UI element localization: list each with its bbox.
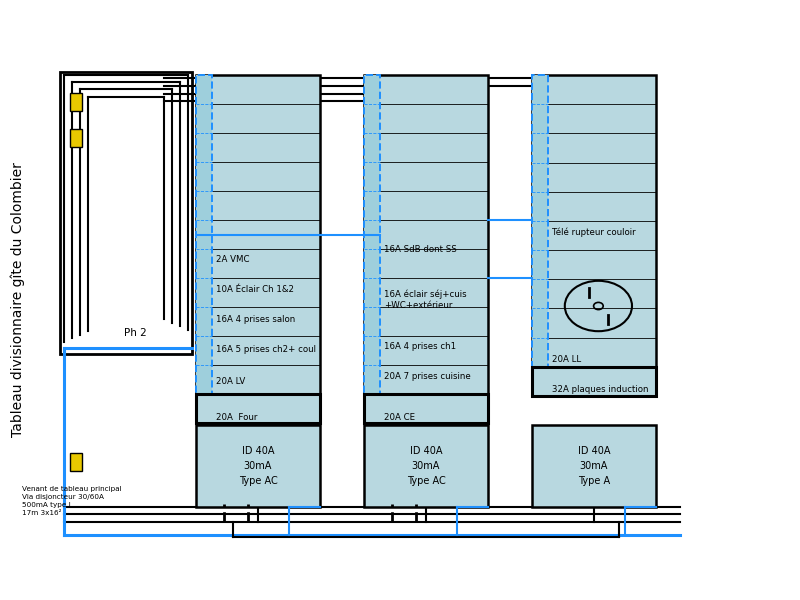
- Text: 20A CE: 20A CE: [384, 413, 415, 421]
- Text: Télé rupteur couloir: Télé rupteur couloir: [552, 227, 636, 237]
- Text: 16A SdB dont SS: 16A SdB dont SS: [384, 245, 457, 253]
- Text: 20A  Four: 20A Four: [216, 413, 258, 421]
- Text: 16A 5 prises ch2+ coul: 16A 5 prises ch2+ coul: [216, 344, 316, 354]
- Bar: [364, 394, 488, 423]
- Text: 20A LV: 20A LV: [216, 377, 246, 385]
- Text: 2A VMC: 2A VMC: [216, 254, 250, 264]
- Bar: [70, 93, 82, 111]
- Bar: [532, 367, 656, 396]
- Text: ID 40A
30mA
Type AC: ID 40A 30mA Type AC: [238, 446, 278, 486]
- Text: 10A Éclair Ch 1&2: 10A Éclair Ch 1&2: [216, 284, 294, 293]
- Bar: [532, 75, 548, 396]
- Bar: [196, 75, 320, 423]
- Bar: [60, 72, 192, 354]
- Text: ID 40A
30mA
Type AC: ID 40A 30mA Type AC: [406, 446, 446, 486]
- Text: 16A 4 prises salon: 16A 4 prises salon: [216, 314, 295, 323]
- Bar: [196, 75, 212, 423]
- Text: 20A LL: 20A LL: [552, 355, 581, 364]
- Text: Tableau divisionnaire gîte du Colombier: Tableau divisionnaire gîte du Colombier: [10, 163, 25, 437]
- Bar: [196, 394, 320, 423]
- Bar: [364, 75, 380, 423]
- Bar: [532, 75, 656, 396]
- Bar: [196, 425, 320, 507]
- Text: ID 40A
30mA
Type A: ID 40A 30mA Type A: [578, 446, 610, 486]
- Bar: [364, 75, 488, 423]
- Text: Venant de tableau principal
Via disjoncteur 30/60A
500mA type I
17m 3x16²: Venant de tableau principal Via disjonct…: [22, 486, 122, 516]
- Text: 16A 4 prises ch1: 16A 4 prises ch1: [384, 342, 456, 351]
- Bar: [532, 425, 656, 507]
- Text: Ph 2: Ph 2: [124, 328, 146, 338]
- Text: 16A éclair séj+cuis
+WC+extérieur: 16A éclair séj+cuis +WC+extérieur: [384, 290, 466, 310]
- Bar: [70, 129, 82, 147]
- Bar: [364, 425, 488, 507]
- Text: 32A plaques induction: 32A plaques induction: [552, 385, 649, 395]
- Text: 20A 7 prises cuisine: 20A 7 prises cuisine: [384, 372, 470, 382]
- Bar: [70, 453, 82, 471]
